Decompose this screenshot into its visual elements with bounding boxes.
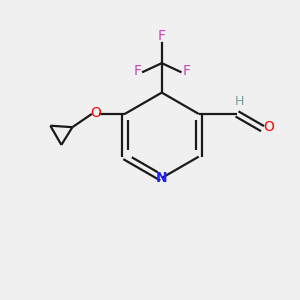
Text: H: H <box>235 95 244 108</box>
Text: F: F <box>183 64 191 78</box>
Text: O: O <box>264 120 274 134</box>
Text: F: F <box>158 29 166 43</box>
Text: N: N <box>156 171 168 185</box>
Text: O: O <box>90 106 101 120</box>
Text: F: F <box>134 64 142 78</box>
